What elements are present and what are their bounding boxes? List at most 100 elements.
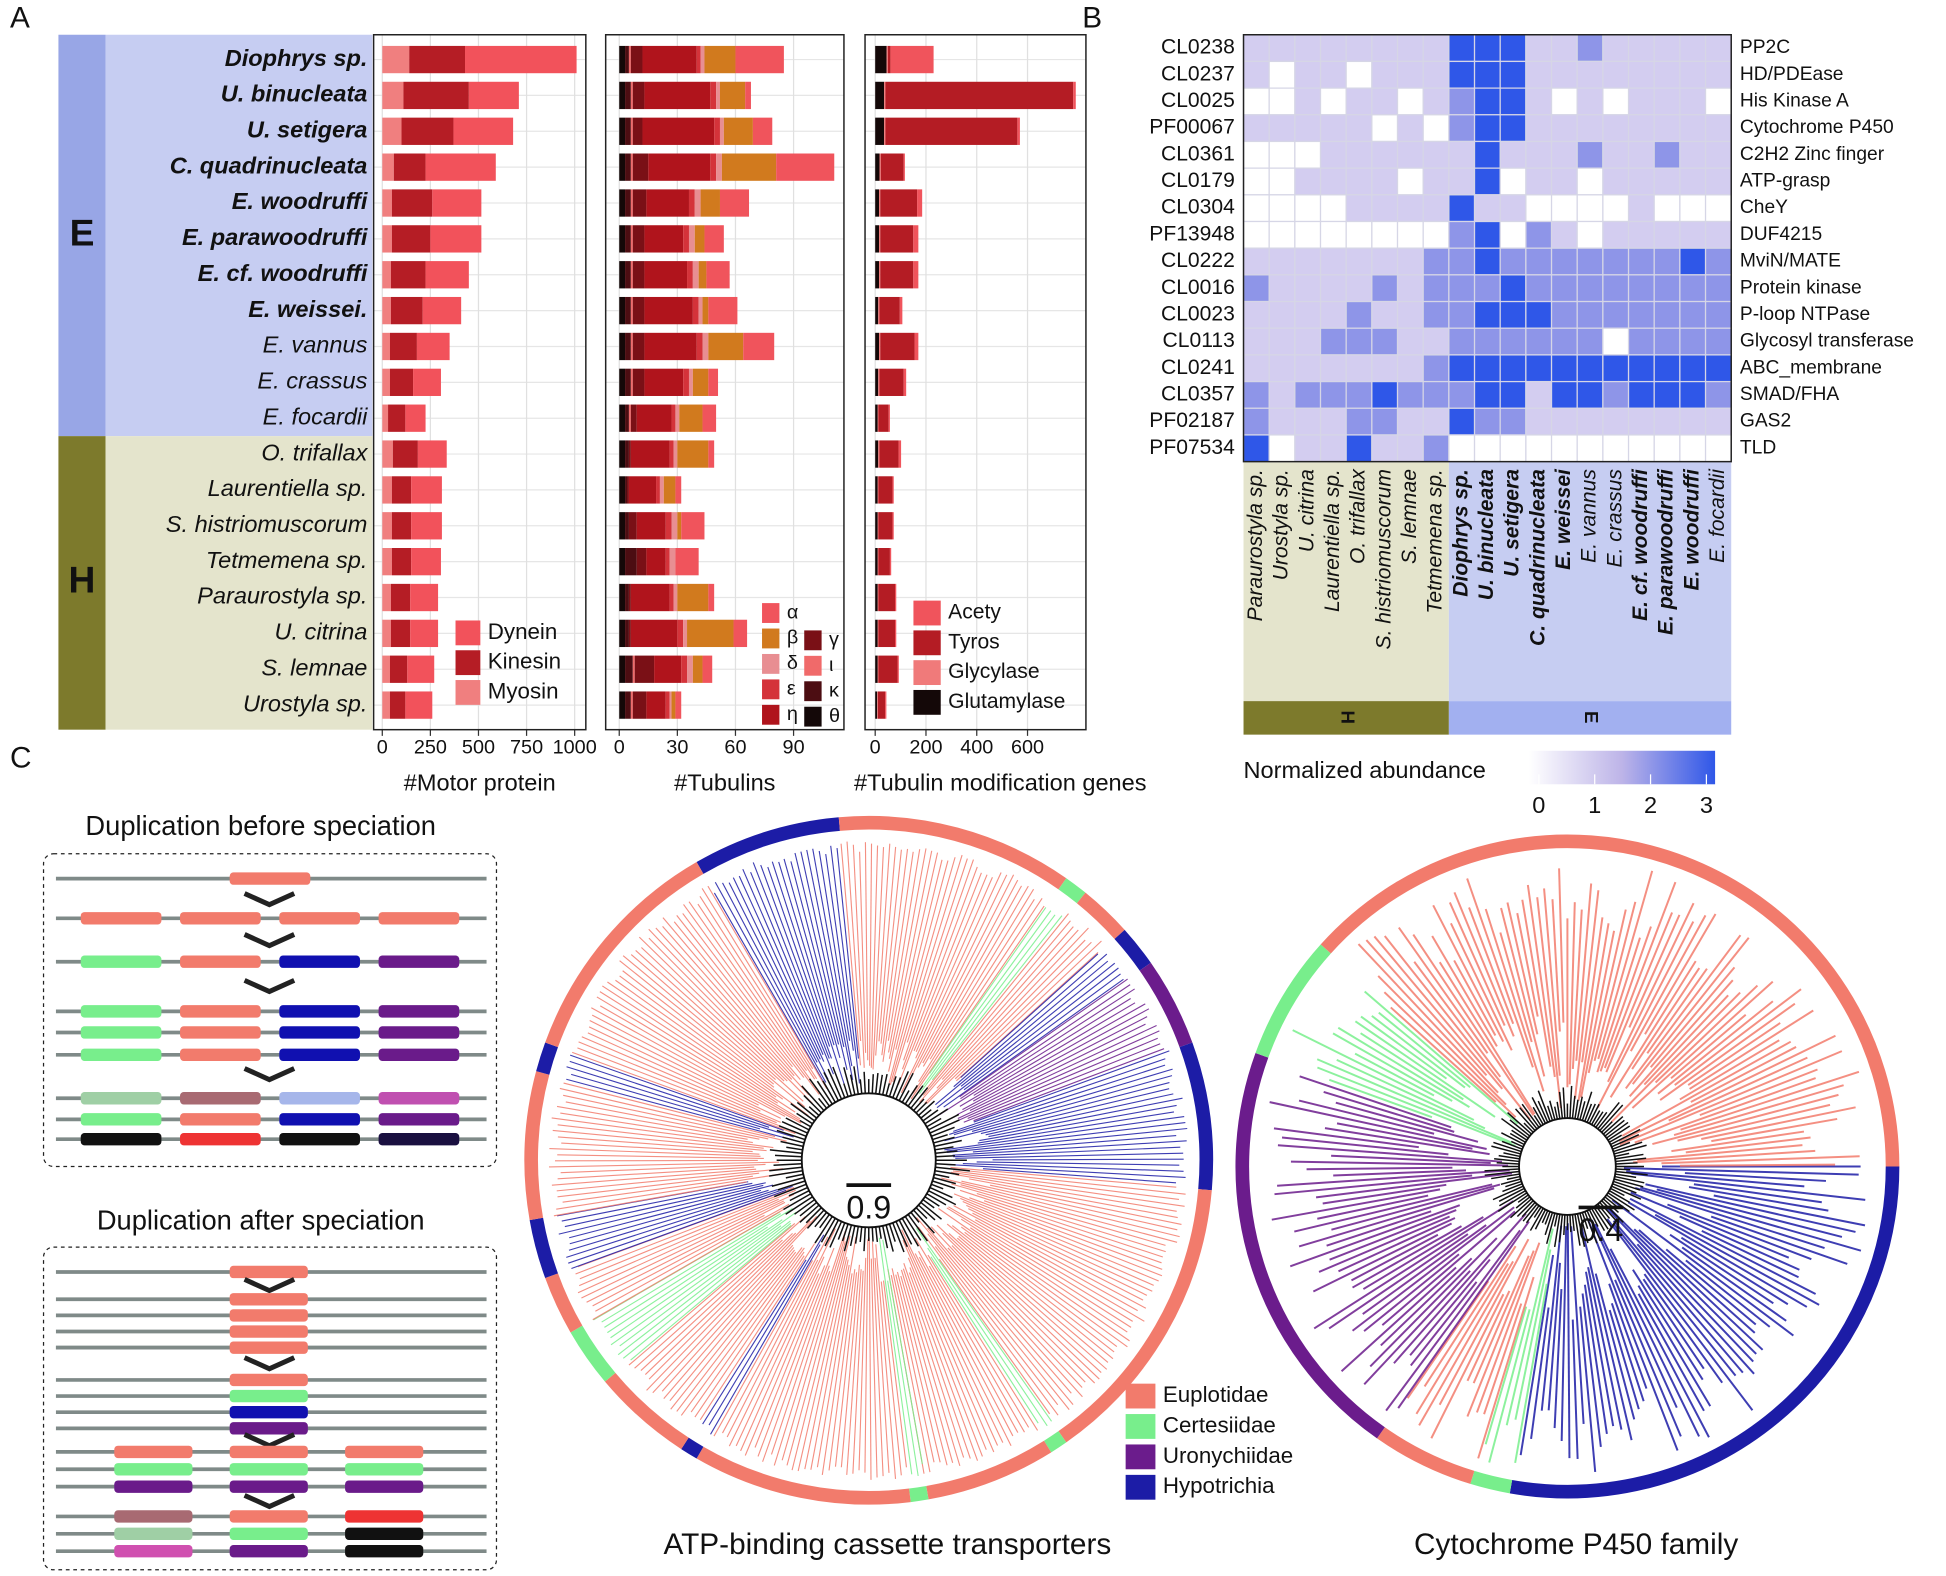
tree-trunk (1533, 1206, 1542, 1218)
gene-block (345, 1445, 424, 1459)
gene-block (229, 1463, 308, 1476)
row-name-label: ABC_membrane (1740, 357, 1882, 378)
heatmap-cell (1345, 167, 1373, 196)
tree-trunk (885, 1083, 891, 1096)
bar-segment (719, 189, 750, 217)
tree-trunk (1613, 1178, 1644, 1188)
tree-branch (882, 1280, 908, 1468)
column-label: O. trifallax (1347, 468, 1370, 564)
heatmap-cell (1396, 380, 1424, 409)
bar-segment (913, 261, 919, 289)
bar-segment (677, 583, 709, 612)
tree-branch (1299, 1075, 1452, 1129)
tree-branch (953, 1058, 1166, 1132)
heatmap-cell (1319, 300, 1347, 329)
bar-segment (625, 225, 631, 253)
tree-branch (953, 1193, 1163, 1277)
tree-branch (560, 1163, 766, 1174)
legend-label: Hypotrichia (1163, 1473, 1275, 1498)
tree-trunk (904, 1084, 919, 1105)
species-label: E. weissei. (248, 296, 367, 322)
bar-segment (630, 153, 633, 181)
tree-branch (1679, 1163, 1836, 1167)
tree-branch (553, 1181, 747, 1217)
heatmap-cell (1653, 167, 1681, 196)
tree-branch (1699, 1068, 1818, 1117)
heatmap-cell (1319, 407, 1347, 436)
tree-branch (622, 955, 806, 1108)
tree-branch (722, 882, 818, 1063)
bar-segment (619, 655, 626, 683)
bar-segment (619, 81, 626, 110)
tree-branch (662, 926, 795, 1077)
tree-branch (956, 1016, 1148, 1116)
bar-segment (714, 117, 720, 145)
diagram-box (42, 853, 498, 1168)
bar-segment (410, 583, 439, 612)
heatmap-cell (1602, 274, 1630, 303)
bar-segment (745, 81, 751, 110)
tree-branch (948, 1233, 1102, 1373)
heatmap-cell (1396, 434, 1424, 463)
tree-branch (1362, 1216, 1484, 1290)
heatmap-cell (1345, 114, 1373, 143)
species-label: E. woodruffi (232, 188, 368, 214)
bar-segment (390, 296, 423, 325)
tree-branch (1313, 1200, 1514, 1330)
heatmap-cell (1268, 247, 1296, 276)
bar-segment (704, 225, 724, 253)
panel-label: A (10, 2, 30, 35)
tree-trunk (1519, 1107, 1538, 1130)
heatmap-cell (1345, 434, 1373, 463)
bar-segment (619, 512, 626, 540)
heatmap-cell (1319, 274, 1347, 303)
heatmap-cell (1576, 380, 1604, 409)
tree-branch (638, 936, 788, 1082)
tree-branch (915, 872, 1002, 1059)
tree-trunk (1608, 1134, 1623, 1143)
tree-trunk (841, 1223, 849, 1242)
tree-branch (1614, 1279, 1682, 1437)
tree-branch (895, 859, 943, 1050)
tree-trunk (790, 1103, 815, 1122)
tree-branch (1466, 1290, 1511, 1382)
column-label: C. quadrinucleata (1526, 469, 1549, 646)
bar-segment (683, 225, 689, 253)
bar-segment (630, 225, 633, 253)
heatmap-cell (1345, 327, 1373, 356)
bar-segment (625, 440, 629, 468)
heatmap-cell (1473, 60, 1501, 89)
species-label: E. parawoodruffi (182, 224, 368, 250)
tree-branch (1584, 1271, 1615, 1427)
tree-branch (1500, 907, 1546, 1077)
chevron (243, 1432, 296, 1449)
tree-branch (1413, 961, 1502, 1078)
tree-branch (708, 1234, 825, 1426)
row-name-label: P-loop NTPase (1740, 304, 1870, 325)
heatmap-cell (1473, 380, 1501, 409)
heatmap-cell (1473, 434, 1501, 463)
tree-branch (1357, 943, 1499, 1094)
tree-branch (900, 1269, 961, 1467)
tree-ring (909, 1485, 929, 1503)
legend-label: Acety (948, 601, 1001, 624)
heatmap-cell (1499, 434, 1527, 463)
bar-segment (702, 655, 713, 683)
row-id-label: CL0025 (1161, 89, 1235, 112)
tree-trunk (935, 1163, 956, 1166)
heatmap-cell (1294, 87, 1322, 116)
bar-segment (688, 225, 695, 253)
tree-trunk (1611, 1134, 1640, 1148)
tree-branch (872, 847, 885, 1070)
bar-segment (875, 619, 878, 648)
tree-branch (953, 953, 1108, 1088)
tree-branch (1640, 1186, 1862, 1252)
tree-branch (888, 860, 949, 1084)
heatmap-cell (1627, 140, 1655, 169)
bar-segment (875, 153, 880, 181)
bar-segment (877, 583, 879, 612)
bar-segment (411, 512, 442, 540)
bar-segment (675, 691, 682, 719)
tree-branch (953, 1146, 1181, 1158)
tree-branch (1431, 935, 1498, 1047)
